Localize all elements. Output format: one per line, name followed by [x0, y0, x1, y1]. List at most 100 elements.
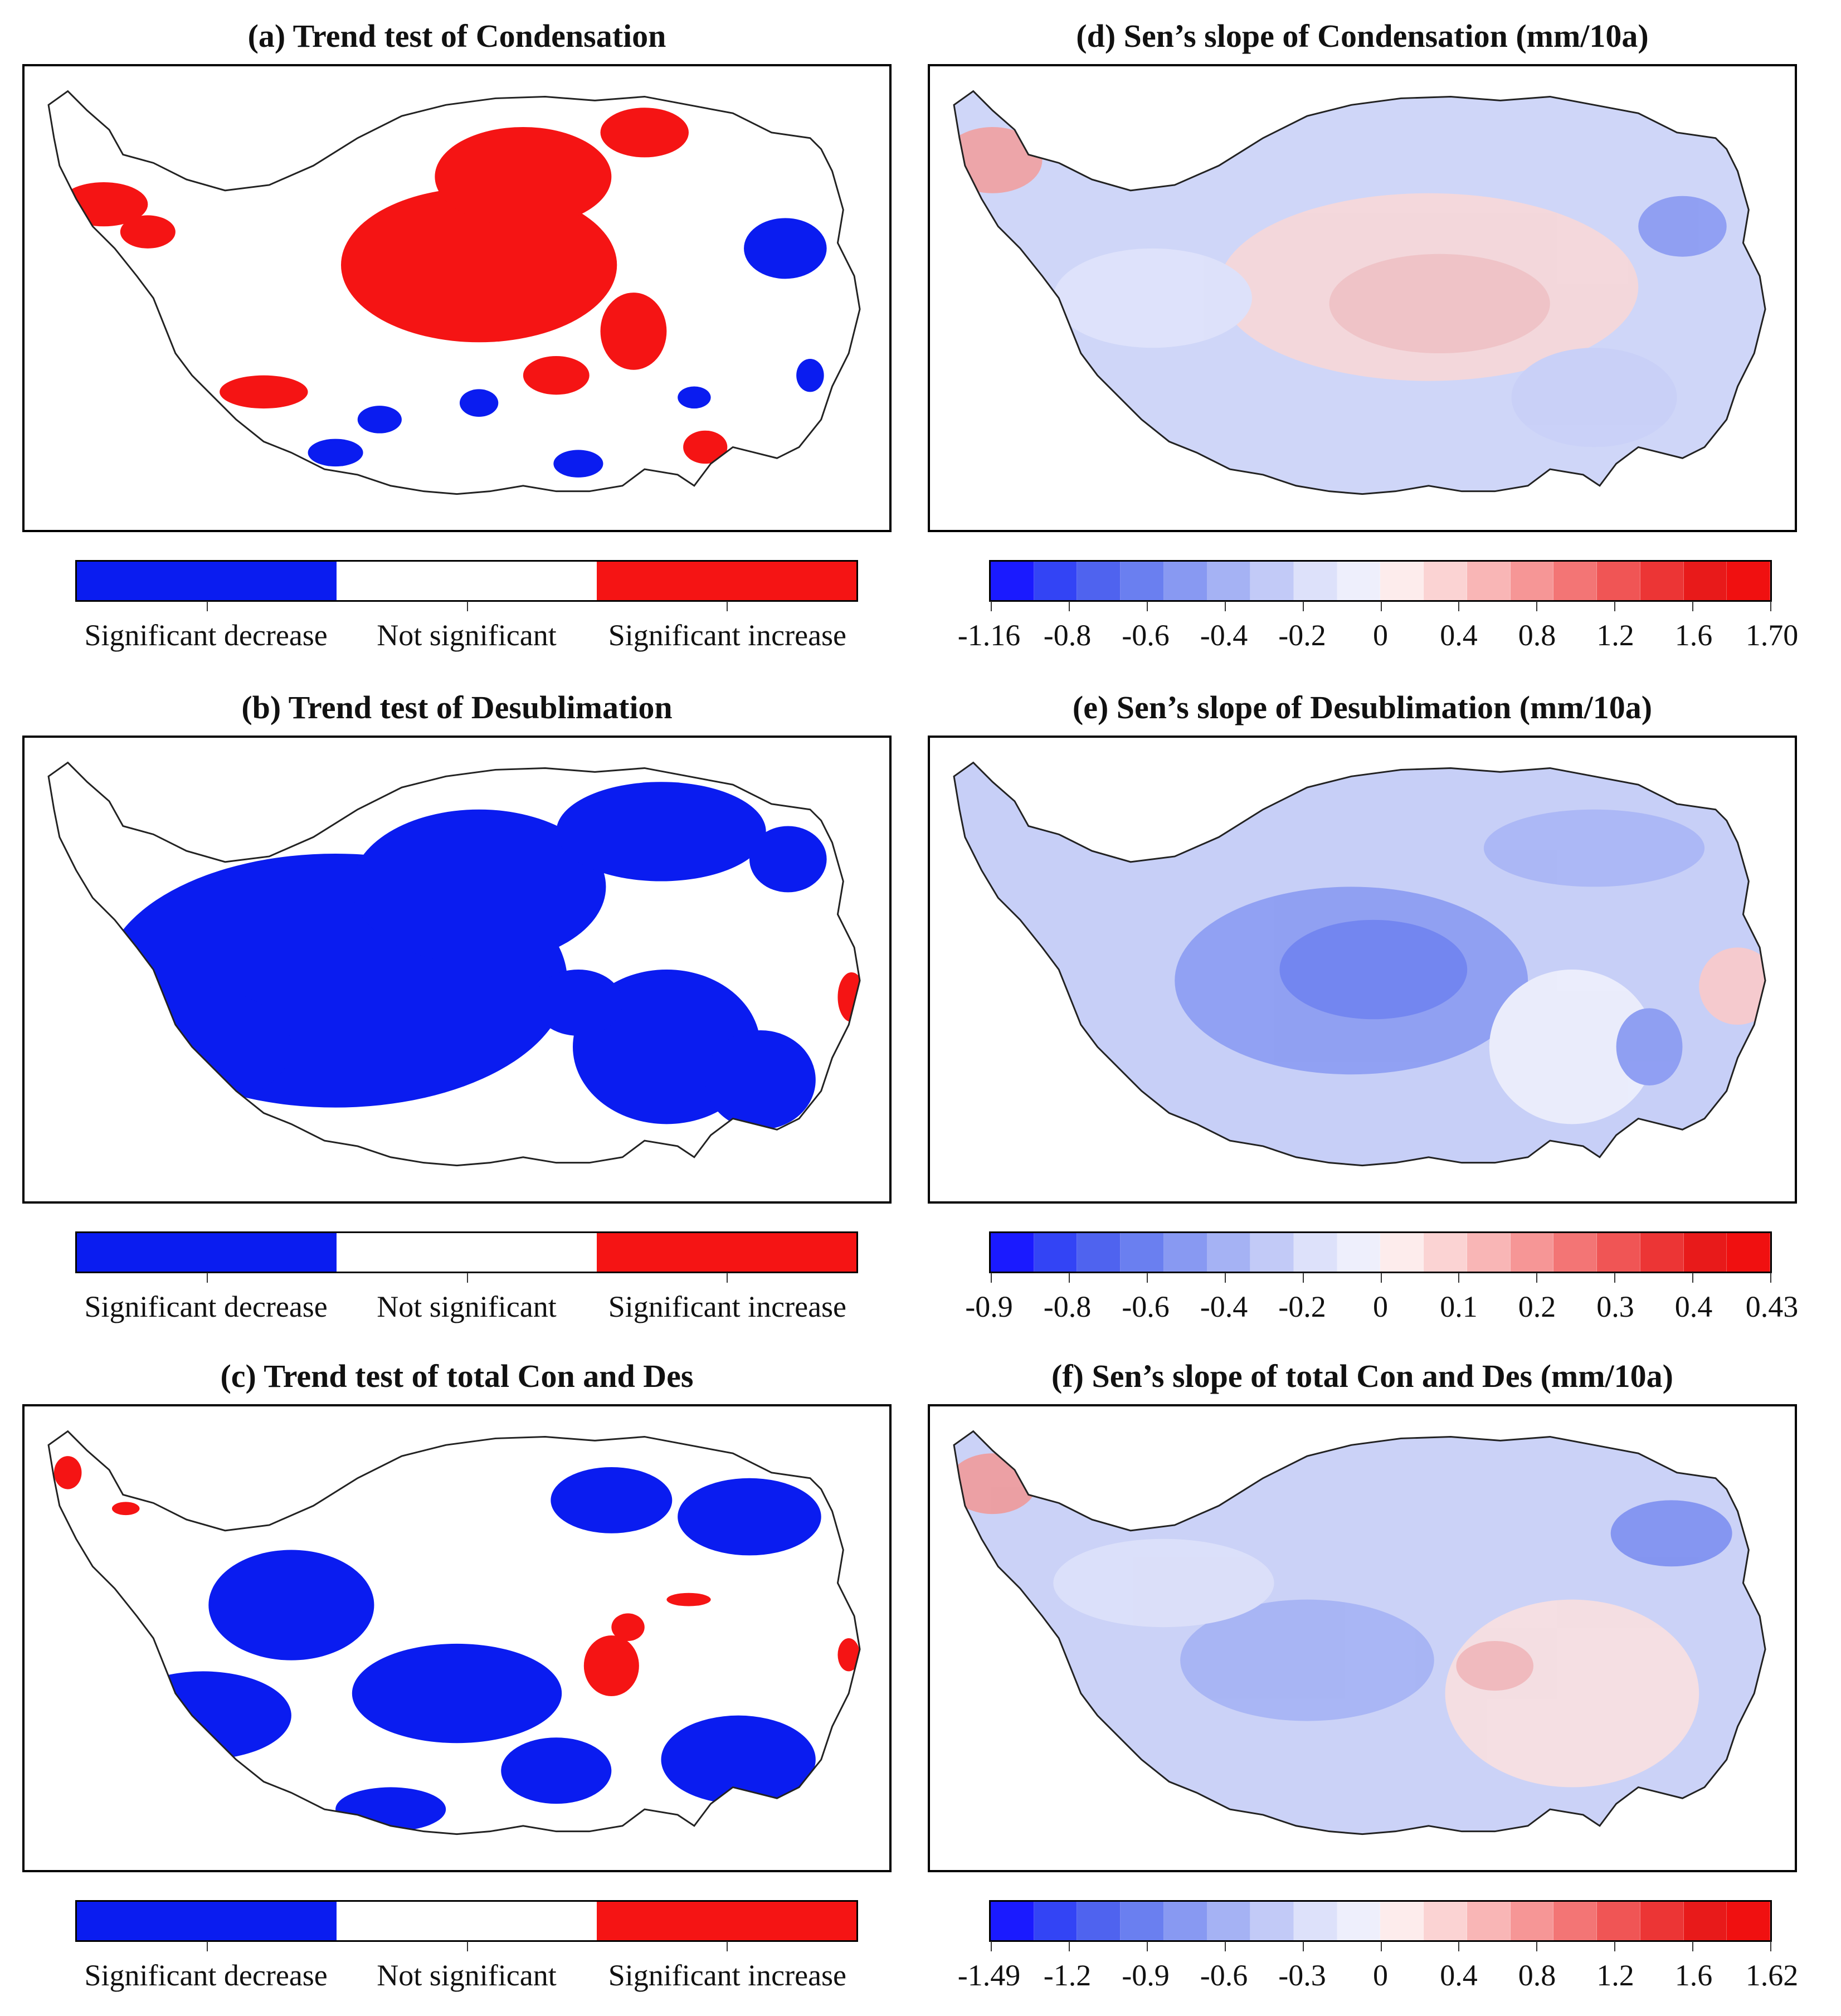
panel-b-trend-desublimation: (b) Trend test of Desublimation S — [22, 683, 892, 1340]
colorbar-tick — [991, 1941, 992, 1951]
colorbar-tick — [991, 1273, 992, 1283]
colorbar-step — [1640, 562, 1684, 600]
legend-swatch-decrease — [77, 1233, 337, 1272]
colorbar-tick — [1068, 601, 1070, 611]
tick-label: 0.2 — [1518, 1290, 1556, 1323]
legend-tick — [726, 1273, 728, 1283]
plateau-border — [953, 90, 1766, 495]
tick-label: -1.16 — [957, 619, 1021, 652]
colorbar-tick — [1770, 601, 1771, 611]
tick-label: 1.2 — [1596, 1959, 1634, 1992]
slope-colorbar — [989, 1231, 1772, 1283]
legend-tick — [466, 601, 468, 611]
map-svg — [953, 1430, 1766, 1835]
colorbar-step — [1207, 562, 1251, 600]
colorbar-tick — [1458, 1941, 1460, 1951]
colorbar-step — [1683, 1902, 1727, 1940]
colorbar-step — [1294, 1902, 1337, 1940]
panel-title: (c) Trend test of total Con and Des — [220, 1358, 694, 1394]
tick-label: -0.9 — [965, 1290, 1013, 1323]
legend-label-not-significant: Not significant — [377, 1959, 557, 1992]
slope-field — [1175, 809, 1766, 1124]
colorbar-step — [991, 1233, 1034, 1272]
colorbar-step — [1163, 562, 1207, 600]
tick-label: 0.1 — [1440, 1290, 1478, 1323]
tick-label: -0.8 — [1043, 619, 1092, 652]
colorbar-step — [1121, 1902, 1164, 1940]
map-svg — [47, 761, 861, 1167]
tick-label: 0 — [1373, 619, 1388, 652]
map-frame — [22, 736, 892, 1204]
colorbar-tick-labels: -1.49 -1.2 -0.9 -0.6 -0.3 0 0.4 0.8 1.2 … — [958, 1956, 1798, 1995]
tick-label: -0.6 — [1200, 1959, 1248, 1992]
colorbar-step — [1250, 562, 1294, 600]
slope-field — [954, 1453, 1732, 1788]
colorbar-step — [1467, 1233, 1511, 1272]
colorbar-step — [1597, 562, 1640, 600]
map-frame — [928, 64, 1797, 532]
panel-title: (a) Trend test of Condensation — [247, 18, 666, 54]
colorbar-tick — [1068, 1941, 1070, 1951]
legend-swatch-not-significant — [337, 562, 597, 600]
colorbar-step — [1510, 1902, 1554, 1940]
tick-label: 0.3 — [1596, 1290, 1634, 1323]
colorbar-step — [1424, 1233, 1467, 1272]
colorbar-step — [1337, 562, 1381, 600]
significant-increase-patches — [59, 108, 728, 464]
panel-c-trend-total: (c) Trend test of total Con and Des — [22, 1351, 892, 2009]
tick-label: 1.6 — [1674, 619, 1713, 652]
colorbar-step — [1121, 1233, 1164, 1272]
tick-label: -0.2 — [1278, 1290, 1326, 1323]
colorbar-tick — [1302, 1941, 1304, 1951]
legend-swatch-increase — [596, 562, 856, 600]
legend-swatch-increase — [596, 1902, 856, 1940]
legend-labels: Significant decrease Not significant Sig… — [75, 1956, 858, 1995]
tick-label: -0.6 — [1122, 619, 1170, 652]
plateau-border — [953, 761, 1766, 1167]
colorbar-tick — [1224, 1273, 1226, 1283]
panel-a-trend-condensation: (a) Trend test of Condensation — [22, 11, 892, 669]
colorbar-tick — [1692, 601, 1694, 611]
plateau-border — [47, 1430, 861, 1835]
colorbar-step — [1597, 1902, 1640, 1940]
colorbar-step — [1727, 1902, 1770, 1940]
colorbar-step — [1683, 1233, 1727, 1272]
slope-colorbar — [989, 560, 1772, 611]
legend-tick — [207, 1273, 208, 1283]
colorbar-step — [1510, 1233, 1554, 1272]
colorbar-step — [1467, 562, 1511, 600]
colorbar-step — [1337, 1233, 1381, 1272]
colorbar-tick — [1380, 601, 1382, 611]
legend-tick — [726, 601, 728, 611]
panel-d-slope-condensation: (d) Sen’s slope of Condensation (mm/10a)… — [928, 11, 1798, 669]
colorbar-tick — [1146, 1941, 1148, 1951]
colorbar-step — [1553, 1233, 1598, 1272]
colorbar-step — [1294, 562, 1337, 600]
map-svg — [47, 1430, 861, 1835]
colorbar-tick — [1770, 1941, 1771, 1951]
tick-label: -1.49 — [957, 1959, 1021, 1992]
colorbar-step — [1424, 1902, 1467, 1940]
legend-label-increase: Significant increase — [608, 619, 847, 652]
colorbar-step — [1294, 1233, 1337, 1272]
colorbar-step — [1207, 1902, 1251, 1940]
colorbar-step — [1640, 1902, 1684, 1940]
colorbar-step — [1207, 1233, 1251, 1272]
tick-label: 0.43 — [1745, 1290, 1799, 1323]
colorbar-tick — [1224, 1941, 1226, 1951]
tick-label: 0.4 — [1674, 1290, 1713, 1323]
colorbar-step — [1034, 1902, 1078, 1940]
significant-decrease-patches — [81, 782, 827, 1130]
legend-tick — [207, 1941, 208, 1951]
tick-label: 0.4 — [1440, 619, 1478, 652]
legend-tick — [466, 1941, 468, 1951]
colorbar-step — [991, 562, 1034, 600]
colorbar-tick — [1536, 1941, 1538, 1951]
tick-label: 0.4 — [1440, 1959, 1478, 1992]
colorbar-step — [1727, 562, 1770, 600]
legend-label-decrease: Significant decrease — [84, 1290, 328, 1323]
tick-label: 1.2 — [1596, 619, 1634, 652]
tick-label: -1.2 — [1043, 1959, 1092, 1992]
tick-label: -0.9 — [1122, 1959, 1170, 1992]
legend-colorbar — [75, 1231, 858, 1283]
